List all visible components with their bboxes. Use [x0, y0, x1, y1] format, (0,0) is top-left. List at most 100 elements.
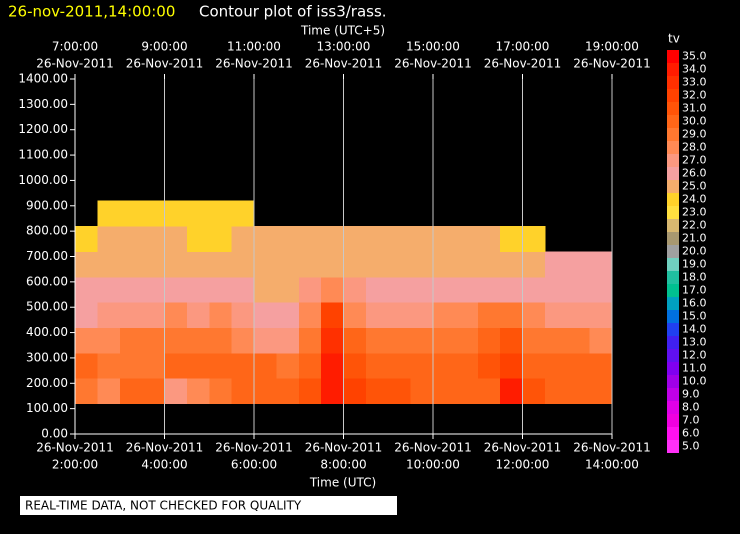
colorbar-swatch [667, 141, 679, 154]
contour-cell [410, 302, 434, 328]
colorbar-label: 32.0 [682, 89, 707, 102]
contour-cell [142, 276, 165, 303]
contour-cell [321, 251, 344, 278]
contour-cell [276, 226, 300, 252]
contour-cell [477, 276, 501, 303]
contour-cell [455, 251, 479, 278]
top-tick-time: 19:00:00 [585, 40, 639, 54]
contour-cell [298, 276, 322, 303]
colorbar-swatch [667, 167, 679, 180]
contour-cell [142, 251, 165, 278]
contour-cell [209, 226, 233, 252]
contour-cell [119, 302, 143, 328]
contour-cell [231, 302, 255, 328]
contour-cell [477, 378, 501, 405]
contour-cell [589, 352, 613, 379]
top-tick-date: 26-Nov-2011 [305, 57, 383, 71]
contour-cell [455, 378, 479, 405]
contour-cell [365, 302, 389, 328]
contour-cell [119, 352, 143, 379]
contour-cell [97, 378, 121, 405]
contour-cell [589, 276, 613, 303]
colorbar-swatch [667, 388, 679, 401]
y-tick-label: 1400.00 [18, 72, 68, 86]
contour-cell [365, 352, 389, 379]
contour-cell [343, 378, 367, 405]
contour-cell [500, 327, 523, 354]
contour-cell [186, 251, 210, 278]
contour-cell [321, 276, 344, 303]
contour-cell [254, 302, 277, 328]
contour-cell [477, 226, 501, 252]
contour-cell [164, 200, 188, 227]
contour-cell [75, 327, 98, 354]
contour-cell [186, 378, 210, 405]
top-tick-time: 13:00:00 [317, 40, 371, 54]
contour-cell [433, 251, 456, 278]
contour-cell [254, 251, 277, 278]
contour-cell [298, 378, 322, 405]
contour-cell [298, 251, 322, 278]
contour-cell [500, 302, 523, 328]
colorbar-label: 25.0 [682, 180, 707, 193]
contour-cell [343, 226, 367, 252]
top-tick-date: 26-Nov-2011 [484, 57, 562, 71]
contour-cell [142, 226, 165, 252]
contour-cell [410, 276, 434, 303]
colorbar-label: 7.0 [682, 414, 700, 427]
contour-cell [164, 276, 188, 303]
x-tick-date: 26-Nov-2011 [394, 441, 472, 455]
top-tick-date: 26-Nov-2011 [573, 57, 651, 71]
contour-field [75, 200, 613, 405]
contour-cell [343, 302, 367, 328]
contour-cell [276, 352, 300, 379]
contour-cell [119, 251, 143, 278]
contour-cell [433, 302, 456, 328]
contour-cell [455, 302, 479, 328]
contour-cell [544, 378, 568, 405]
colorbar-swatch [667, 284, 679, 297]
contour-cell [142, 302, 165, 328]
contour-cell [388, 276, 412, 303]
top-axis-label: Time (UTC+5) [300, 24, 385, 38]
contour-cell [567, 276, 591, 303]
x-tick-time: 8:00:00 [320, 458, 366, 472]
colorbar-swatch [667, 154, 679, 167]
contour-cell [209, 200, 233, 227]
colorbar-label: 13.0 [682, 336, 707, 349]
contour-cell [75, 352, 98, 379]
colorbar-label: 22.0 [682, 219, 707, 232]
colorbar-label: 11.0 [682, 362, 707, 375]
top-tick-time: 11:00:00 [227, 40, 281, 54]
x-tick-time: 2:00:00 [52, 458, 98, 472]
contour-cell [231, 226, 255, 252]
colorbar-swatch [667, 427, 679, 440]
contour-cell [164, 302, 188, 328]
x-tick-date: 26-Nov-2011 [36, 441, 114, 455]
colorbar-swatch [667, 102, 679, 115]
contour-cell [500, 378, 523, 405]
contour-cell [589, 302, 613, 328]
contour-cell [321, 226, 344, 252]
contour-cell [298, 226, 322, 252]
contour-cell [522, 378, 546, 405]
y-tick-label: 300.00 [26, 350, 68, 364]
contour-cell [97, 352, 121, 379]
top-tick-time: 17:00:00 [496, 40, 550, 54]
contour-cell [186, 327, 210, 354]
colorbar-swatch [667, 180, 679, 193]
colorbar-swatch [667, 336, 679, 349]
chart-subtitle: Contour plot of iss3/rass. [199, 3, 387, 21]
colorbar-swatch [667, 323, 679, 336]
contour-cell [276, 378, 300, 405]
colorbar-label: 17.0 [682, 284, 707, 297]
contour-cell [231, 251, 255, 278]
contour-cell [97, 226, 121, 252]
contour-cell [343, 276, 367, 303]
contour-cell [209, 251, 233, 278]
colorbar-swatch [667, 50, 679, 63]
contour-cell [254, 276, 277, 303]
colorbar-label: 18.0 [682, 271, 707, 284]
contour-cell [410, 251, 434, 278]
